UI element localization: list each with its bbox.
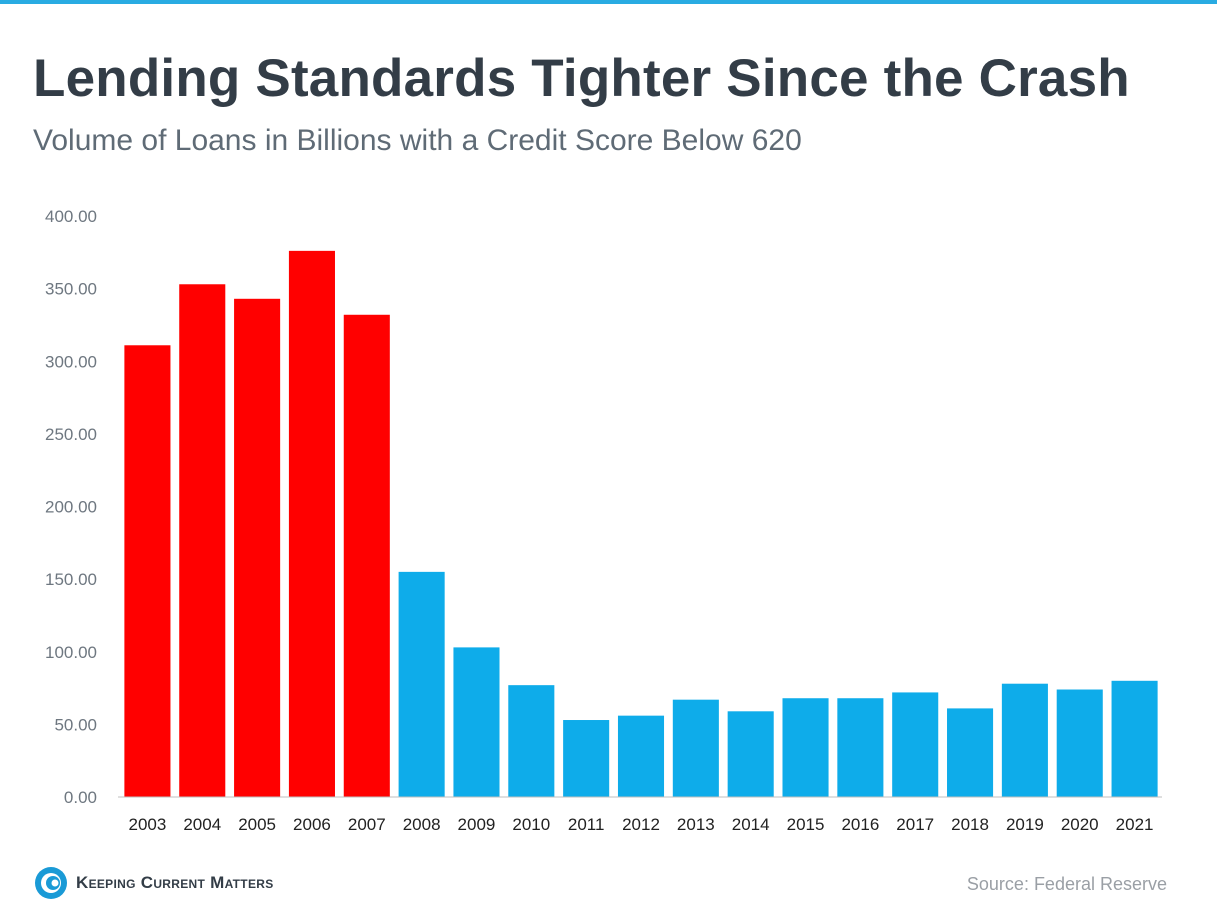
bar-2003 — [124, 345, 171, 797]
y-tick-label: 200.00 — [45, 498, 97, 517]
bar-2008 — [398, 571, 445, 797]
x-tick-label: 2008 — [403, 815, 441, 834]
x-tick-label: 2006 — [293, 815, 331, 834]
x-tick-label: 2020 — [1061, 815, 1099, 834]
chart-title: Lending Standards Tighter Since the Cras… — [33, 49, 1130, 108]
x-tick-label: 2010 — [512, 815, 550, 834]
y-tick-label: 300.00 — [45, 352, 97, 371]
x-tick-label: 2017 — [896, 815, 934, 834]
y-tick-label: 150.00 — [45, 570, 97, 589]
bar-2018 — [947, 708, 994, 797]
bars-group — [124, 250, 1158, 798]
x-tick-label: 2018 — [951, 815, 989, 834]
x-axis: 2003 2004 2005 2006 2007 2008 2009 2010 2011 2012… — [129, 815, 1154, 834]
chart-subtitle: Volume of Loans in Billions with a Credi… — [33, 124, 802, 157]
x-tick-label: 2003 — [129, 815, 167, 834]
x-tick-label: 2007 — [348, 815, 386, 834]
x-tick-label: 2005 — [238, 815, 276, 834]
bar-2016 — [837, 698, 884, 797]
bar-2012 — [617, 715, 665, 797]
x-tick-label: 2011 — [568, 815, 605, 834]
y-axis: 0.00 50.00 100.00 150.00 200.00 250.00 300.00 3… — [45, 207, 97, 807]
y-tick-label: 250.00 — [45, 425, 97, 444]
x-tick-label: 2014 — [732, 815, 770, 834]
bar-2007 — [343, 314, 390, 797]
bar-2005 — [234, 298, 281, 797]
y-tick-label: 400.00 — [45, 207, 97, 226]
x-tick-label: 2004 — [183, 815, 221, 834]
bar-2017 — [892, 692, 939, 797]
kcm-logo-icon — [35, 867, 67, 899]
x-tick-label: 2016 — [841, 815, 879, 834]
bar-2004 — [179, 284, 226, 798]
bar-2010 — [508, 685, 555, 797]
x-tick-label: 2013 — [677, 815, 715, 834]
bar-2006 — [288, 250, 335, 798]
x-tick-label: 2015 — [787, 815, 825, 834]
bar-2019 — [1001, 683, 1048, 797]
y-tick-label: 0.00 — [64, 788, 97, 807]
brand-logo: Keeping Current Matters — [34, 866, 274, 900]
bar-2021 — [1111, 680, 1158, 797]
x-tick-label: 2021 — [1116, 815, 1154, 834]
bar-2009 — [453, 647, 500, 797]
brand-name: Keeping Current Matters — [76, 873, 274, 892]
y-tick-label: 350.00 — [45, 280, 97, 299]
bar-2015 — [782, 698, 829, 797]
top-accent-rule — [0, 0, 1217, 4]
bar-2013 — [672, 699, 719, 797]
source-note: Source: Federal Reserve — [966, 874, 1167, 894]
bar-2011 — [563, 720, 610, 797]
y-tick-label: 100.00 — [45, 643, 97, 662]
x-tick-label: 2009 — [458, 815, 496, 834]
x-tick-label: 2012 — [622, 815, 660, 834]
x-tick-label: 2019 — [1006, 815, 1044, 834]
y-tick-label: 50.00 — [54, 715, 97, 734]
bar-2014 — [727, 711, 774, 797]
bar-2020 — [1056, 689, 1103, 797]
